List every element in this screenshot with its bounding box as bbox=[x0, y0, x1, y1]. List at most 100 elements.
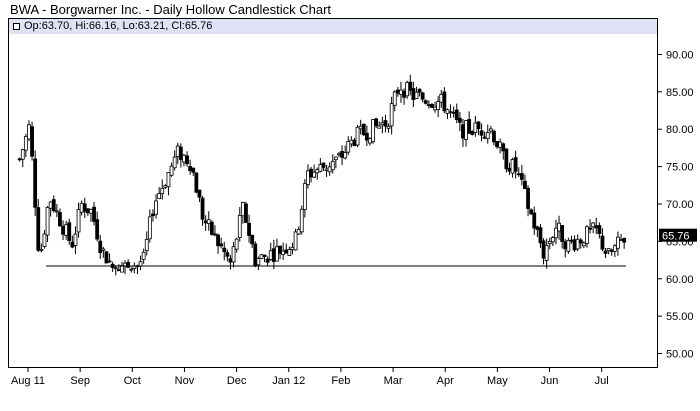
candle-filled bbox=[482, 136, 487, 139]
candle-hollow bbox=[240, 202, 245, 217]
candle-hollow bbox=[330, 160, 335, 171]
candle-filled bbox=[209, 221, 214, 235]
price-axis: 50.0055.0060.0065.0070.0075.0080.0085.00… bbox=[658, 49, 694, 361]
candle-hollow bbox=[163, 185, 168, 188]
candle-filled bbox=[51, 199, 56, 212]
candle-hollow bbox=[138, 261, 143, 267]
candle-hollow bbox=[327, 166, 332, 173]
candle-filled bbox=[250, 234, 255, 245]
candle-hollow bbox=[299, 208, 304, 233]
candle-hollow bbox=[318, 164, 323, 172]
candle-hollow bbox=[355, 126, 360, 146]
ohlc-readout-bar: Op:63.70, Hi:66.16, Lo:63.21, Cl:65.76 bbox=[9, 19, 657, 34]
x-tick-label: Dec bbox=[227, 375, 247, 387]
candle-filled bbox=[188, 166, 193, 172]
candle-filled bbox=[185, 155, 189, 165]
candle-filled bbox=[262, 254, 267, 257]
candle-hollow bbox=[302, 183, 307, 210]
candle-filled bbox=[17, 158, 22, 161]
candle-hollow bbox=[612, 245, 617, 252]
y-tick-label: 70.00 bbox=[666, 199, 694, 211]
candle-filled bbox=[253, 243, 258, 266]
candle-filled bbox=[383, 120, 388, 127]
candle-filled bbox=[216, 234, 220, 247]
candle-filled bbox=[271, 248, 276, 262]
candle-filled bbox=[228, 258, 233, 263]
candle-hollow bbox=[448, 111, 453, 113]
candle-hollow bbox=[557, 222, 561, 232]
candle-hollow bbox=[389, 103, 394, 127]
candle-hollow bbox=[343, 152, 348, 159]
candle-filled bbox=[594, 225, 599, 229]
candle-hollow bbox=[510, 159, 515, 174]
candle-hollow bbox=[371, 119, 375, 143]
candle-hollow bbox=[392, 91, 397, 106]
candle-hollow bbox=[544, 245, 549, 261]
candle-filled bbox=[526, 187, 530, 209]
candle-filled bbox=[588, 227, 592, 230]
candle-filled bbox=[423, 100, 428, 104]
candle-hollow bbox=[616, 236, 620, 249]
candle-filled bbox=[470, 130, 475, 135]
candle-filled bbox=[194, 172, 199, 193]
candle-filled bbox=[609, 249, 614, 252]
candle-hollow bbox=[45, 206, 50, 236]
candle-filled bbox=[430, 104, 434, 108]
candle-hollow bbox=[287, 249, 292, 256]
candle-filled bbox=[529, 209, 534, 215]
candle-hollow bbox=[547, 241, 552, 245]
candle-hollow bbox=[399, 89, 403, 95]
candle-hollow bbox=[20, 149, 25, 160]
candle-hollow bbox=[346, 141, 351, 153]
x-tick-label: Jan 12 bbox=[272, 375, 305, 387]
candle-hollow bbox=[358, 125, 363, 130]
candle-filled bbox=[309, 168, 313, 178]
ohlc-readout-text: Op:63.70, Hi:66.16, Lo:63.21, Cl:65.76 bbox=[24, 20, 213, 32]
candle-hollow bbox=[64, 224, 69, 236]
candle-filled bbox=[219, 243, 224, 247]
x-tick-label: Aug 11 bbox=[11, 375, 45, 387]
x-tick-label: Mar bbox=[384, 375, 403, 387]
candle-filled bbox=[67, 222, 72, 242]
candle-hollow bbox=[386, 125, 391, 129]
candle-hollow bbox=[206, 219, 211, 224]
last-close-label: 65.76 bbox=[662, 231, 690, 243]
candle-filled bbox=[95, 219, 100, 240]
x-tick-label: Sep bbox=[70, 375, 90, 387]
candle-filled bbox=[563, 241, 568, 250]
candle-hollow bbox=[157, 193, 162, 200]
candle-filled bbox=[340, 151, 344, 158]
candle-filled bbox=[538, 227, 543, 244]
candle-filled bbox=[33, 158, 38, 208]
candle-hollow bbox=[281, 250, 286, 256]
time-axis: Aug 11 Sep Oct Nov Dec Jan 12 Feb Mar Apr May Jun J… bbox=[11, 368, 609, 387]
candle-filled bbox=[479, 130, 484, 136]
candle-hollow bbox=[101, 248, 106, 251]
candle-hollow bbox=[554, 227, 558, 239]
candle-filled bbox=[30, 126, 34, 157]
candle-hollow bbox=[290, 247, 295, 250]
candle-hollow bbox=[293, 231, 298, 251]
candle-hollow bbox=[337, 153, 341, 156]
candle-filled bbox=[560, 225, 565, 242]
candle-hollow bbox=[73, 233, 78, 246]
candle-filled bbox=[516, 173, 521, 176]
x-tick-label: Feb bbox=[331, 375, 350, 387]
candle-filled bbox=[532, 212, 537, 229]
candle-filled bbox=[454, 109, 459, 120]
candle-hollow bbox=[154, 200, 158, 215]
candle-hollow bbox=[324, 168, 329, 171]
candle-hollow bbox=[268, 250, 273, 260]
candle-filled bbox=[222, 247, 227, 253]
candle-filled bbox=[213, 233, 217, 236]
candle-filled bbox=[578, 239, 583, 244]
candle-hollow bbox=[160, 187, 165, 195]
candle-filled bbox=[523, 180, 527, 190]
candle-filled bbox=[58, 212, 62, 227]
candle-filled bbox=[352, 139, 357, 147]
legend-square-icon bbox=[13, 23, 20, 30]
candle-filled bbox=[467, 119, 472, 134]
candle-filled bbox=[284, 249, 289, 254]
y-tick-label: 90.00 bbox=[666, 49, 694, 61]
candle-hollow bbox=[606, 248, 611, 252]
